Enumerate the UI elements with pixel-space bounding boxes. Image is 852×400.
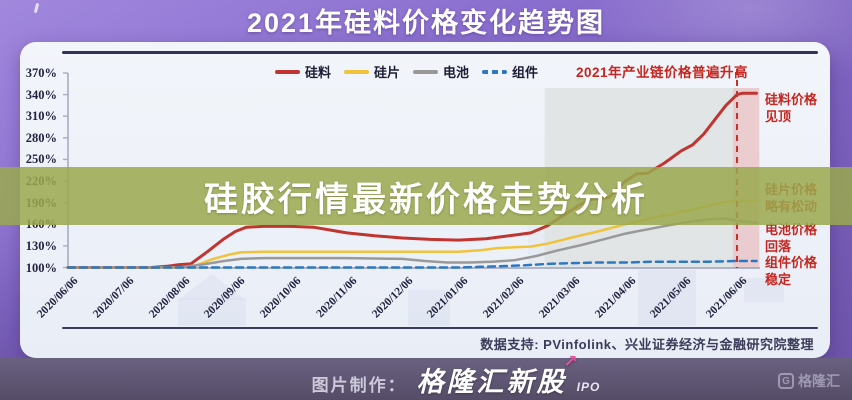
legend-line-swatch <box>482 69 508 74</box>
legend-label: 组件 <box>512 65 539 80</box>
y-tick-label: 130% <box>25 238 57 253</box>
annotation-module-stable: 组件价格 稳定 <box>765 255 818 287</box>
legend-label: 硅料 <box>305 65 332 80</box>
brand-suffix: IPO <box>576 379 601 394</box>
g-logo-icon: G <box>778 373 794 389</box>
y-tick-label: 280% <box>25 130 57 145</box>
title-bar: 2021年硅料价格变化趋势图 <box>0 0 852 40</box>
brand-logo: 格隆汇新股 ↗ <box>416 351 581 397</box>
y-tick-label: 250% <box>25 152 57 167</box>
legend-line-swatch <box>413 69 439 74</box>
chart-legend: 硅料 硅片 电池 组件 <box>275 62 538 81</box>
legend-item: 组件 <box>482 62 538 81</box>
skyline-watermark <box>408 290 450 326</box>
page-title: 2021年硅料价格变化趋势图 <box>246 7 606 38</box>
overlay-headline: 硅胶行情最新价格走势分析 <box>204 180 648 219</box>
series-line <box>66 259 758 269</box>
legend-label: 硅片 <box>374 65 401 80</box>
skyline-watermark <box>744 278 784 302</box>
legend-item: 硅料 <box>275 62 331 81</box>
series-line <box>66 91 758 269</box>
footer-branding: 图片制作： 格隆汇新股 ↗ IPO <box>311 351 601 399</box>
legend-label: 电池 <box>443 65 470 80</box>
data-source-note: 数据支持: PVinfolink、兴业证券经济与金融研究院整理 <box>480 337 814 352</box>
annotation-silicon-peak: 硅料价格 见顶 <box>765 92 818 124</box>
overlay-band: 硅胶行情最新价格走势分析 <box>0 167 852 225</box>
y-tick-label: 310% <box>25 109 57 124</box>
y-tick-label: 340% <box>25 87 57 102</box>
arrow-up-icon: ↗ <box>563 351 581 371</box>
top-divider <box>62 51 818 54</box>
corner-watermark: G 格隆汇 <box>778 371 840 391</box>
legend-line-swatch <box>344 69 370 74</box>
annotation-cell-fall: 电池价格 回落 <box>765 222 818 254</box>
made-by-label: 图片制作： <box>311 375 407 395</box>
skyline-watermark <box>178 298 246 326</box>
legend-line-swatch <box>275 69 300 74</box>
skyline-watermark <box>178 274 246 300</box>
legend-item: 硅片 <box>344 62 400 81</box>
y-tick-label: 370% <box>25 66 57 80</box>
heading-annotation: 2021年产业链价格普遍升高 <box>576 65 749 80</box>
y-tick-label: 100% <box>25 260 57 275</box>
legend-item: 电池 <box>413 62 469 81</box>
watermark-text: 格隆汇 <box>798 373 840 389</box>
bottom-divider <box>62 327 818 329</box>
footer-bar: 图片制作： 格隆汇新股 ↗ IPO G 格隆汇 <box>0 351 852 400</box>
skyline-watermark <box>638 270 696 326</box>
